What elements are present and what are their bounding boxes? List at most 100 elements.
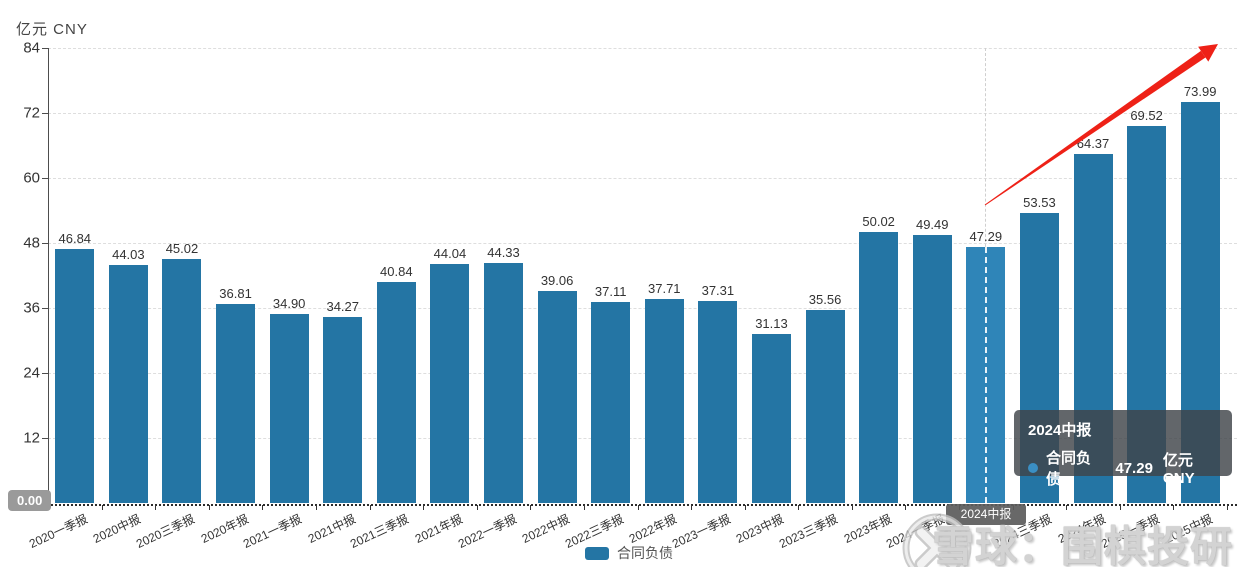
y-axis-tick <box>42 373 48 374</box>
bar[interactable] <box>698 300 738 503</box>
bar-value-label: 44.33 <box>487 244 520 260</box>
x-axis-label: 2021一季报 <box>241 511 304 552</box>
bar-value-label: 44.03 <box>112 246 145 262</box>
x-axis-tick <box>1066 505 1068 510</box>
y-axis-tick <box>42 243 48 244</box>
x-axis-tick <box>1173 505 1175 510</box>
bar[interactable] <box>269 313 309 503</box>
bar[interactable] <box>537 291 577 503</box>
x-axis-tick <box>1227 505 1228 510</box>
bar-value-label: 45.02 <box>165 241 199 257</box>
x-axis-tick <box>476 505 478 510</box>
bar-value-label: 36.81 <box>219 285 252 301</box>
y-axis-tick-label: 72 <box>23 104 40 122</box>
x-axis-tick <box>798 505 800 510</box>
x-axis-tick <box>637 505 639 510</box>
bar-value-label: 46.84 <box>58 231 92 247</box>
h-gridline <box>48 438 1237 439</box>
x-axis-tick <box>744 505 746 510</box>
bar-value-label: 69.52 <box>1130 108 1163 124</box>
bar[interactable] <box>430 264 470 503</box>
bar-value-label: 53.53 <box>1023 195 1056 211</box>
legend-swatch-icon <box>585 546 609 560</box>
bar[interactable] <box>859 232 899 503</box>
series-dot-icon <box>1028 463 1038 473</box>
x-axis-label: 2024一季报 <box>884 511 948 552</box>
bar-value-label: 34.90 <box>272 295 306 311</box>
x-axis-tick <box>262 505 264 510</box>
x-axis-tick <box>369 505 371 510</box>
x-axis-tick <box>905 505 907 510</box>
bar-value-label: 73.99 <box>1183 84 1217 100</box>
tooltip-series-label: 合同负债: <box>1046 450 1092 488</box>
bar[interactable] <box>805 310 845 503</box>
x-axis-tick <box>583 505 585 510</box>
bar[interactable] <box>591 301 631 503</box>
bar[interactable] <box>323 317 363 503</box>
bar-value-label: 31.13 <box>755 316 788 332</box>
bar-value-label: 47.29 <box>969 228 1003 244</box>
x-axis-pointer-label: 2024中报 <box>946 504 1026 525</box>
bar-value-label: 37.11 <box>594 283 627 299</box>
axis-pointer-line-on-bar <box>984 246 987 503</box>
y-axis-tick-label: 36 <box>23 299 40 317</box>
y-axis-unit-label: 亿元 CNY <box>16 21 88 38</box>
x-axis-label: 2021三季报 <box>348 511 412 552</box>
y-axis-tick-label: 24 <box>23 364 40 382</box>
tooltip-row: 合同负债: 47.29 亿元 CNY <box>1028 447 1232 489</box>
h-gridline <box>48 308 1237 309</box>
tooltip: 2024中报 合同负债: 47.29 亿元 CNY <box>1014 410 1232 488</box>
y-axis-pointer-label: 0.00 <box>8 490 52 511</box>
bar-value-label: 35.56 <box>808 292 842 308</box>
h-gridline <box>48 113 1237 114</box>
y-axis-tick-label: 12 <box>23 429 40 447</box>
x-axis-label: 2020三季报 <box>133 511 197 552</box>
bar-value-label: 39.06 <box>540 273 574 289</box>
x-axis-label: 2023一季报 <box>669 511 733 552</box>
bar[interactable] <box>912 234 952 503</box>
legend-label: 合同负债 <box>617 545 673 561</box>
y-axis-tick <box>42 178 48 179</box>
x-axis-label: 2025中报 <box>1163 511 1215 546</box>
y-axis-tick <box>42 308 48 309</box>
x-axis-tick <box>1119 505 1121 510</box>
x-axis-label: 2023三季报 <box>777 511 840 552</box>
x-axis-label: 2022一季报 <box>455 511 519 552</box>
bar[interactable] <box>751 334 791 503</box>
x-axis-tick <box>101 505 103 510</box>
legend-item[interactable]: 合同负债 <box>585 543 673 563</box>
bar-value-label: 37.31 <box>701 282 735 298</box>
bar-value-label: 50.02 <box>862 214 895 230</box>
bar[interactable] <box>644 298 684 503</box>
bar[interactable] <box>216 303 256 503</box>
bar[interactable] <box>484 262 524 503</box>
x-axis-tick <box>155 505 157 510</box>
tooltip-unit: 亿元 CNY <box>1162 452 1195 487</box>
bar-value-label: 44.04 <box>433 246 467 262</box>
y-axis-tick-label: 60 <box>23 169 40 187</box>
h-gridline <box>48 178 1237 179</box>
y-axis-tick-label: 84 <box>23 39 40 57</box>
tooltip-title: 2024中报 <box>1028 422 1092 439</box>
bar[interactable] <box>376 281 416 503</box>
bar[interactable] <box>162 259 202 503</box>
bar-value-label: 37.71 <box>648 280 681 296</box>
y-axis-tick <box>42 113 48 114</box>
x-axis-tick <box>208 505 210 510</box>
x-axis-tick <box>315 505 317 510</box>
bar-value-label: 40.84 <box>380 263 413 279</box>
y-axis-tick-label: 48 <box>23 234 40 252</box>
bar[interactable] <box>108 264 148 503</box>
x-axis-label: 2020一季报 <box>26 511 90 552</box>
h-gridline <box>48 243 1237 244</box>
bar-value-label: 34.27 <box>326 299 360 315</box>
bar[interactable] <box>55 249 95 503</box>
x-axis-label: 2025一季报 <box>1098 511 1162 552</box>
y-axis-line <box>48 48 49 503</box>
x-axis-tick <box>691 505 693 510</box>
y-axis-tick <box>42 438 48 439</box>
bar-value-label: 49.49 <box>915 216 949 232</box>
tooltip-value: 47.29 <box>1115 459 1153 477</box>
x-axis-tick <box>851 505 853 510</box>
